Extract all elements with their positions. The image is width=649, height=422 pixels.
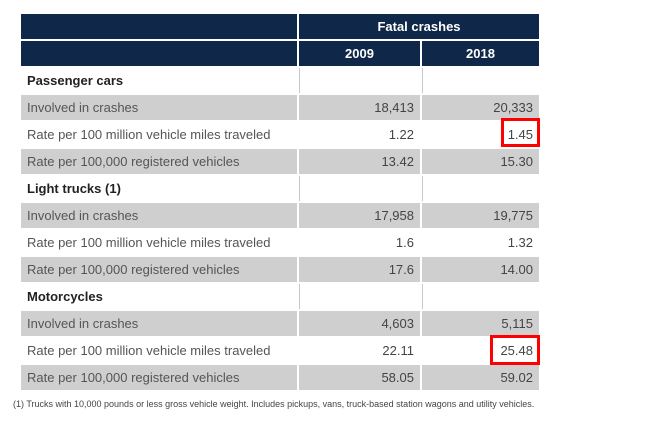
table-row: Rate per 100,000 registered vehicles 17.… — [21, 257, 539, 284]
highlight-box-motorcycle-rate — [490, 335, 540, 365]
section-row-light-trucks: Light trucks (1) — [21, 176, 539, 203]
row-label: Involved in crashes — [21, 95, 297, 120]
fatal-crashes-header: Fatal crashes — [299, 14, 539, 39]
value-2009: 22.11 — [299, 338, 420, 363]
table-row: Rate per 100 million vehicle miles trave… — [21, 230, 539, 257]
value-2018: 1.45 — [422, 122, 539, 147]
value-2009: 1.22 — [299, 122, 420, 147]
value-2018: 19,775 — [422, 203, 539, 228]
row-label: Involved in crashes — [21, 311, 297, 336]
value-2018: 5,115 — [422, 311, 539, 336]
header-blank-cell — [21, 41, 297, 66]
section-title: Passenger cars — [21, 68, 297, 93]
row-label: Rate per 100 million vehicle miles trave… — [21, 230, 297, 255]
header-group-row: Fatal crashes — [21, 14, 539, 41]
value-2018: 14.00 — [422, 257, 539, 282]
section-empty-cell — [299, 284, 420, 309]
section-empty-cell — [299, 176, 420, 201]
section-empty-cell — [422, 68, 539, 93]
section-empty-cell — [299, 68, 420, 93]
value-2009: 17,958 — [299, 203, 420, 228]
table-row: Involved in crashes 4,603 5,115 — [21, 311, 539, 338]
value-2009: 1.6 — [299, 230, 420, 255]
value-2009: 18,413 — [299, 95, 420, 120]
value-2018: 20,333 — [422, 95, 539, 120]
table-row: Rate per 100,000 registered vehicles 13.… — [21, 149, 539, 176]
year-2009-header: 2009 — [299, 41, 420, 66]
value-2018: 25.48 — [422, 338, 539, 363]
value-2009: 13.42 — [299, 149, 420, 174]
value-2018: 15.30 — [422, 149, 539, 174]
value-2009: 4,603 — [299, 311, 420, 336]
value-2018: 1.32 — [422, 230, 539, 255]
table-row: Rate per 100,000 registered vehicles 58.… — [21, 365, 539, 392]
row-label: Rate per 100 million vehicle miles trave… — [21, 122, 297, 147]
footnote: (1) Trucks with 10,000 pounds or less gr… — [13, 399, 535, 409]
section-empty-cell — [422, 176, 539, 201]
section-row-motorcycles: Motorcycles — [21, 284, 539, 311]
section-title: Motorcycles — [21, 284, 297, 309]
row-label: Rate per 100,000 registered vehicles — [21, 257, 297, 282]
section-title: Light trucks (1) — [21, 176, 297, 201]
header-year-row: 2009 2018 — [21, 41, 539, 68]
table-row: Rate per 100 million vehicle miles trave… — [21, 338, 539, 365]
section-empty-cell — [422, 284, 539, 309]
highlight-box-passenger-rate — [501, 118, 540, 147]
value-2018: 59.02 — [422, 365, 539, 390]
table-row: Involved in crashes 18,413 20,333 — [21, 95, 539, 122]
value-2009: 58.05 — [299, 365, 420, 390]
row-label: Involved in crashes — [21, 203, 297, 228]
section-row-passenger-cars: Passenger cars — [21, 68, 539, 95]
header-blank-cell — [21, 14, 297, 39]
row-label: Rate per 100,000 registered vehicles — [21, 149, 297, 174]
year-2018-header: 2018 — [422, 41, 539, 66]
value-2009: 17.6 — [299, 257, 420, 282]
table-row: Rate per 100 million vehicle miles trave… — [21, 122, 539, 149]
row-label: Rate per 100,000 registered vehicles — [21, 365, 297, 390]
row-label: Rate per 100 million vehicle miles trave… — [21, 338, 297, 363]
table-row: Involved in crashes 17,958 19,775 — [21, 203, 539, 230]
